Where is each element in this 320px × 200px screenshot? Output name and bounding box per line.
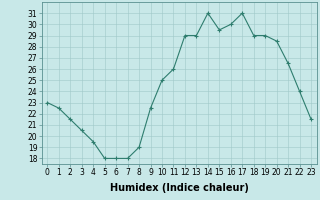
X-axis label: Humidex (Indice chaleur): Humidex (Indice chaleur) xyxy=(110,183,249,193)
